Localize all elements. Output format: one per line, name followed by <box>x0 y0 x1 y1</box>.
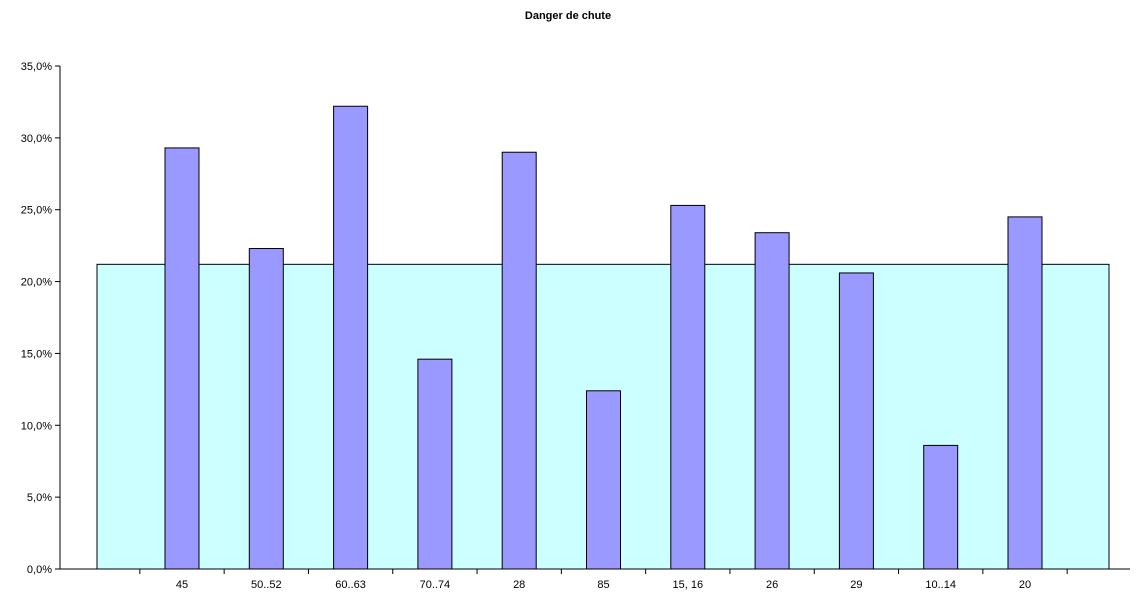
bar-1 <box>248 248 284 570</box>
bar-10 <box>1007 216 1043 570</box>
chart-title: Danger de chute <box>524 10 612 22</box>
bar-5 <box>586 390 621 570</box>
bar-9 <box>923 444 959 570</box>
bar-layer <box>164 105 1043 570</box>
y-tick-label-1: 5,0% <box>27 492 52 504</box>
bar-4 <box>501 151 537 570</box>
x-tick-label-1: 50..52 <box>251 579 282 591</box>
x-tick-label-7: 26 <box>766 579 778 591</box>
bar-7 <box>754 232 790 570</box>
bar-3 <box>417 358 453 570</box>
y-tick-label-2: 10,0% <box>21 420 52 432</box>
x-tick-label-2: 60..63 <box>335 579 366 591</box>
x-tick-label-5: 85 <box>597 579 609 591</box>
bar-2 <box>333 105 369 570</box>
x-tick-label-0: 45 <box>176 579 188 591</box>
axis-layer <box>55 65 1130 574</box>
x-tick-label-3: 70..74 <box>420 579 451 591</box>
y-tick-label-5: 25,0% <box>21 205 52 217</box>
y-tick-label-3: 15,0% <box>21 348 52 360</box>
y-tick-label-6: 30,0% <box>21 133 52 145</box>
x-tick-label-10: 20 <box>1019 579 1031 591</box>
y-tick-label-0: 0,0% <box>27 564 52 576</box>
x-tick-label-4: 28 <box>513 579 525 591</box>
x-tick-label-9: 10..14 <box>925 579 956 591</box>
bar-6 <box>670 204 706 570</box>
y-tick-label-7: 35,0% <box>21 61 52 73</box>
label-layer: 0,0% 5,0% 10,0% 15,0% 20,0% 25,0% 30,0% 35,0% 45… <box>21 61 1031 591</box>
y-tick-label-4: 20,0% <box>21 277 52 289</box>
x-tick-label-6: 15, 16 <box>673 579 704 591</box>
bar-8 <box>838 272 874 570</box>
bar-0 <box>164 147 200 570</box>
x-tick-label-8: 29 <box>850 579 862 591</box>
